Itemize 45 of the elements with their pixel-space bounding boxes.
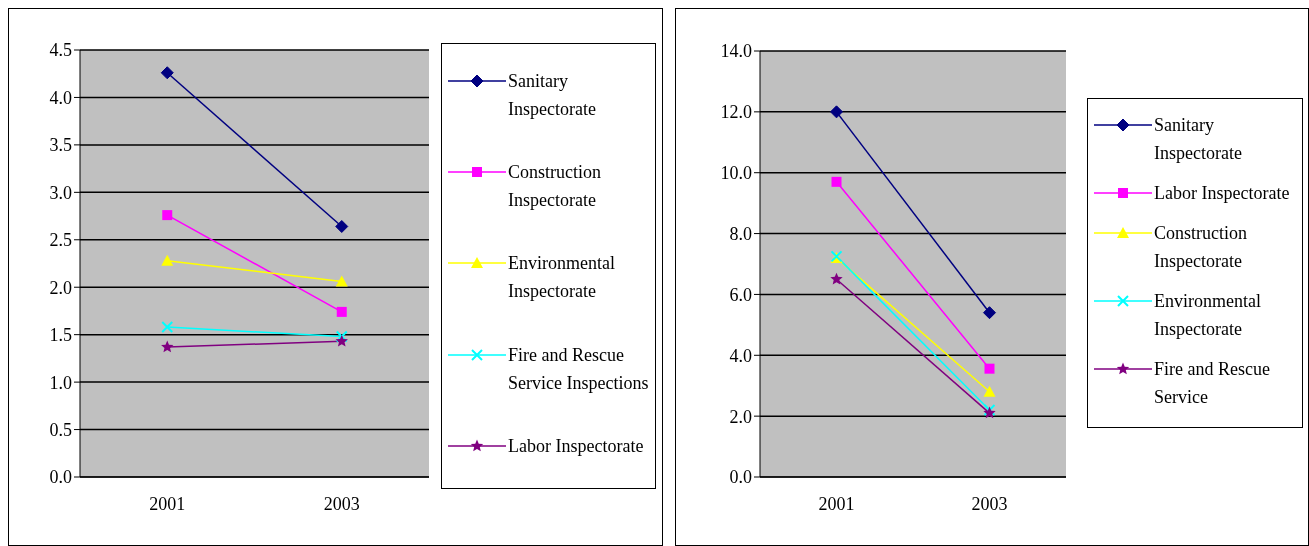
x-tick-label: 2003 [971,493,1008,514]
y-tick-label: 3.5 [49,135,72,156]
y-tick-label: 0.0 [49,467,72,488]
y-tick-label: 14.0 [720,41,752,62]
legend-label: Environmental Inspectorate [508,252,616,304]
point [830,105,843,119]
legend-label: Labor Inspectorate [1154,181,1290,205]
point [335,334,348,347]
y-tick-label: 0.5 [49,419,72,440]
legend-label: Fire and Rescue Service Inspections [508,343,650,395]
y-tick-label: 10.0 [720,163,752,184]
y-tick-label: 2.0 [49,277,72,298]
x-tick-label: 2001 [818,493,855,514]
y-tick-label: 4.0 [49,87,72,108]
legend-label: Labor Inspectorate [508,434,644,458]
y-tick-label: 6.0 [729,284,752,305]
point [984,363,995,374]
point [335,330,348,343]
y-tick-label: 2.5 [49,230,72,251]
y-tick-label: 4.5 [49,40,72,61]
legend-label: Fire and Rescue Service [1154,357,1271,409]
point [161,321,174,334]
legend-label: Sanitary Inspectorate [1154,113,1243,165]
y-tick-label: 4.0 [729,345,752,366]
legend-label: Environmental Inspectorate [1154,289,1262,341]
legend-label: Sanitary Inspectorate [508,70,597,122]
x-tick-label: 2003 [323,493,360,514]
y-tick-label: 0.0 [729,467,752,488]
legend-label: Construction Inspectorate [1154,221,1248,273]
x-tick-label: 2001 [149,493,186,514]
point [161,340,174,353]
point [830,272,843,285]
point [162,210,173,221]
point [831,176,842,187]
y-tick-label: 8.0 [729,223,752,244]
legend-label: Construction Inspectorate [508,161,602,213]
point [983,306,996,320]
point [335,219,349,233]
y-tick-label: 12.0 [720,102,752,123]
y-tick-label: 2.0 [729,406,752,427]
y-tick-label: 1.5 [49,325,72,346]
y-tick-label: 3.0 [49,182,72,203]
point [336,306,347,317]
y-tick-label: 1.0 [49,372,72,393]
point [160,66,174,80]
